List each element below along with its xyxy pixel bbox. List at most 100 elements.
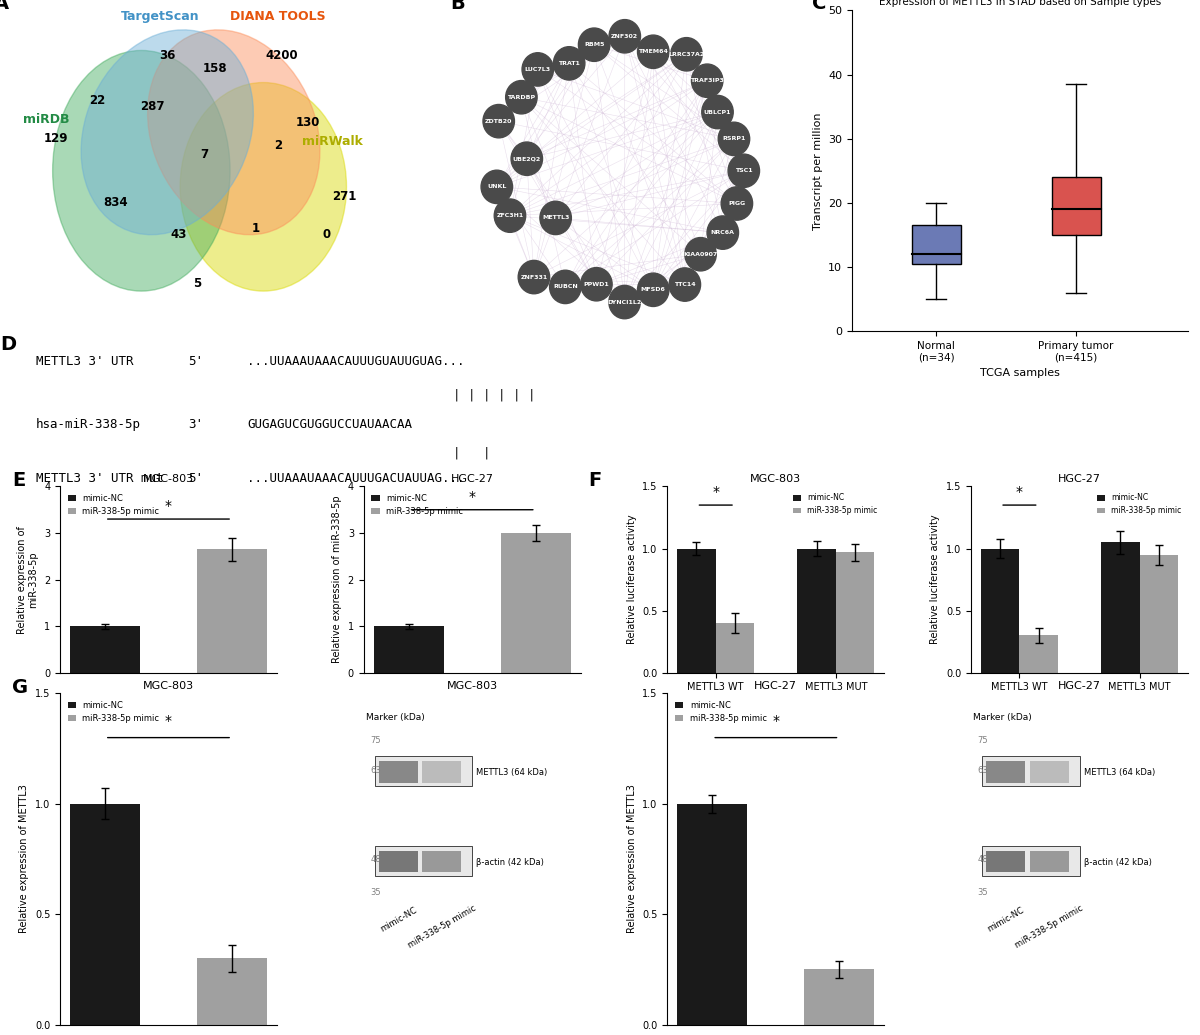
- FancyBboxPatch shape: [379, 851, 418, 873]
- X-axis label: TCGA samples: TCGA samples: [980, 368, 1060, 378]
- Legend: mimic-NC, miR-338-5p mimic: mimic-NC, miR-338-5p mimic: [64, 491, 163, 520]
- Circle shape: [637, 35, 668, 68]
- Ellipse shape: [180, 83, 347, 291]
- Text: mimic-NC: mimic-NC: [378, 906, 419, 934]
- Ellipse shape: [148, 30, 320, 235]
- Text: | | | | | |: | | | | | |: [454, 389, 535, 402]
- Text: *: *: [773, 714, 779, 728]
- Bar: [70, 626, 140, 673]
- Title: MGC-803: MGC-803: [446, 681, 498, 691]
- Text: B: B: [450, 0, 466, 13]
- Title: MGC-803: MGC-803: [143, 474, 194, 484]
- Text: 75: 75: [370, 736, 380, 745]
- Text: ZDTB20: ZDTB20: [485, 119, 512, 123]
- Text: UBLCP1: UBLCP1: [703, 110, 731, 115]
- Text: *: *: [164, 500, 172, 513]
- Y-axis label: Relative expression of miR-338-5p: Relative expression of miR-338-5p: [332, 496, 342, 663]
- Text: E: E: [12, 472, 25, 491]
- Title: HGC-27: HGC-27: [1058, 474, 1102, 484]
- Text: *: *: [713, 485, 719, 500]
- Text: 63: 63: [370, 766, 380, 775]
- Text: Marker (kDa): Marker (kDa): [973, 713, 1032, 722]
- FancyBboxPatch shape: [912, 226, 960, 264]
- Bar: [1140, 555, 1178, 673]
- Ellipse shape: [53, 51, 230, 291]
- Legend: mimic-NC, miR-338-5p mimic: mimic-NC, miR-338-5p mimic: [672, 698, 770, 727]
- Circle shape: [481, 170, 512, 204]
- Text: ZNF302: ZNF302: [611, 34, 638, 38]
- Text: UBE2Q2: UBE2Q2: [512, 156, 541, 161]
- Text: TTC14: TTC14: [674, 283, 696, 287]
- Circle shape: [610, 20, 641, 53]
- Circle shape: [553, 47, 584, 80]
- Text: 4200: 4200: [265, 49, 298, 62]
- Circle shape: [522, 53, 553, 86]
- Text: 3': 3': [188, 418, 204, 432]
- Bar: [980, 549, 1020, 673]
- Text: 63: 63: [978, 766, 989, 775]
- Text: 35: 35: [978, 888, 989, 897]
- Legend: mimic-NC, miR-338-5p mimic: mimic-NC, miR-338-5p mimic: [1094, 491, 1184, 519]
- Legend: mimic-NC, miR-338-5p mimic: mimic-NC, miR-338-5p mimic: [791, 491, 881, 519]
- Y-axis label: Relative expression of METTL3: Relative expression of METTL3: [626, 785, 637, 934]
- Bar: [677, 804, 748, 1025]
- Title: HGC-27: HGC-27: [1058, 681, 1102, 691]
- Title: Expression of METTL3 in STAD based on Sample types: Expression of METTL3 in STAD based on Sa…: [878, 0, 1162, 7]
- Text: GUGAGUCGUGGUCCUAUAACAA: GUGAGUCGUGGUCCUAUAACAA: [247, 418, 413, 432]
- Text: 129: 129: [44, 132, 68, 145]
- Bar: [70, 804, 140, 1025]
- Text: Marker (kDa): Marker (kDa): [366, 713, 425, 722]
- Text: β-actin (42 kDa): β-actin (42 kDa): [1084, 858, 1152, 867]
- Text: miRDB: miRDB: [23, 113, 70, 125]
- Text: ...UUAAAUAAACAUUUGUAUUGUAG...: ...UUAAAUAAACAUUUGUAUUGUAG...: [247, 355, 464, 368]
- Circle shape: [691, 64, 722, 97]
- Text: *: *: [164, 714, 172, 728]
- Text: 75: 75: [978, 736, 989, 745]
- Circle shape: [494, 199, 526, 232]
- Text: UNKL: UNKL: [487, 184, 506, 189]
- FancyBboxPatch shape: [986, 851, 1025, 873]
- Text: METTL3 3' UTR mut: METTL3 3' UTR mut: [36, 472, 163, 485]
- FancyBboxPatch shape: [1030, 851, 1069, 873]
- Bar: [500, 533, 571, 673]
- Bar: [197, 958, 268, 1025]
- Text: TRAT1: TRAT1: [558, 61, 580, 66]
- Circle shape: [702, 95, 733, 128]
- Legend: mimic-NC, miR-338-5p mimic: mimic-NC, miR-338-5p mimic: [64, 698, 163, 727]
- Text: hsa-miR-338-5p: hsa-miR-338-5p: [36, 418, 140, 432]
- FancyBboxPatch shape: [379, 762, 418, 782]
- Bar: [677, 549, 715, 673]
- Text: ZNF331: ZNF331: [521, 274, 547, 279]
- Text: mimic-NC: mimic-NC: [986, 906, 1026, 934]
- Text: PPWD1: PPWD1: [583, 282, 610, 287]
- Bar: [373, 626, 444, 673]
- Y-axis label: Relative luciferase activity: Relative luciferase activity: [626, 514, 637, 645]
- Text: PIGG: PIGG: [728, 201, 745, 206]
- FancyBboxPatch shape: [1051, 177, 1100, 235]
- Circle shape: [578, 28, 610, 61]
- Circle shape: [637, 273, 668, 306]
- Text: TargetScan: TargetScan: [120, 10, 199, 23]
- Title: MGC-803: MGC-803: [750, 474, 802, 484]
- Text: 7: 7: [200, 148, 209, 161]
- Circle shape: [511, 142, 542, 175]
- Text: 5': 5': [188, 472, 204, 485]
- Text: 287: 287: [140, 100, 164, 113]
- Text: miR-338-5p mimic: miR-338-5p mimic: [1014, 905, 1085, 950]
- Text: DIANA TOOLS: DIANA TOOLS: [230, 10, 326, 23]
- Text: 130: 130: [295, 116, 320, 129]
- Text: D: D: [0, 335, 17, 354]
- Legend: mimic-NC, miR-338-5p mimic: mimic-NC, miR-338-5p mimic: [368, 491, 467, 520]
- Text: 0: 0: [322, 229, 330, 241]
- Text: ZFC3H1: ZFC3H1: [497, 213, 523, 218]
- Circle shape: [482, 105, 515, 138]
- Circle shape: [540, 201, 571, 235]
- Text: 36: 36: [160, 49, 175, 62]
- Circle shape: [670, 268, 701, 301]
- Ellipse shape: [82, 30, 253, 235]
- Circle shape: [505, 81, 538, 114]
- Text: 5': 5': [188, 355, 204, 368]
- Text: 2: 2: [274, 139, 282, 151]
- Text: NRC6A: NRC6A: [710, 230, 734, 235]
- Circle shape: [608, 286, 641, 319]
